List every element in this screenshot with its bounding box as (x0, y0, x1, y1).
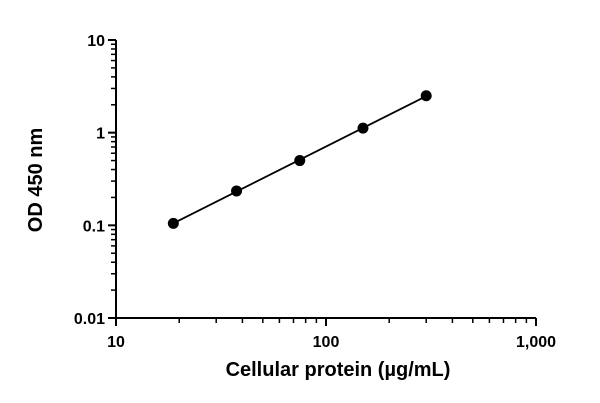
x-tick-label: 10 (107, 334, 125, 351)
x-axis-title: Cellular protein (µg/mL) (226, 359, 451, 381)
y-tick-label: 0.01 (74, 311, 105, 328)
data-point (294, 155, 306, 167)
y-tick-label: 1 (96, 126, 105, 143)
ticks: 0.01 0.1 1 10 10 100 1,000 (74, 33, 556, 351)
data-point (357, 122, 369, 134)
axes (115, 40, 536, 319)
y-axis-title: OD 450 nm (25, 128, 47, 232)
data-point (167, 217, 179, 229)
x-tick-label: 100 (313, 334, 340, 351)
y-tick-label: 0.1 (83, 218, 105, 235)
plot-area (167, 90, 432, 229)
y-tick-label: 10 (87, 33, 105, 50)
data-point (231, 185, 243, 197)
x-tick-label: 1,000 (516, 334, 556, 351)
data-point (420, 90, 432, 102)
